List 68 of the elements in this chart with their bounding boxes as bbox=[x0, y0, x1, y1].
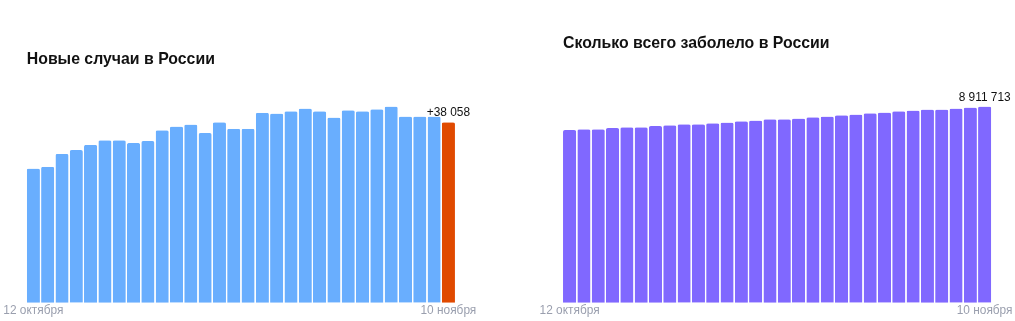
bar bbox=[777, 119, 791, 303]
bar bbox=[978, 106, 992, 303]
chart-title: Сколько всего заболело в России bbox=[563, 34, 830, 51]
bar bbox=[920, 109, 934, 303]
bar bbox=[906, 110, 920, 303]
bar bbox=[98, 140, 112, 303]
bar bbox=[198, 133, 212, 303]
bar bbox=[184, 124, 198, 303]
bar bbox=[312, 111, 327, 303]
bar bbox=[155, 130, 169, 303]
bar bbox=[806, 117, 820, 303]
bar bbox=[327, 117, 341, 303]
bar bbox=[877, 112, 892, 303]
bar bbox=[849, 114, 863, 303]
bar bbox=[84, 144, 98, 303]
bar bbox=[605, 128, 620, 303]
bar bbox=[413, 116, 427, 303]
x-tick-label: 10 ноября bbox=[420, 303, 477, 318]
bar bbox=[126, 142, 141, 303]
bar bbox=[577, 129, 591, 303]
bar bbox=[749, 120, 763, 303]
bar bbox=[734, 121, 748, 303]
bar bbox=[341, 110, 355, 303]
bar bbox=[634, 127, 648, 303]
data-label: +38 058 bbox=[426, 105, 471, 120]
bar bbox=[648, 126, 663, 303]
bar bbox=[398, 116, 413, 303]
bar bbox=[834, 115, 849, 303]
bar bbox=[227, 128, 241, 303]
bar bbox=[591, 129, 605, 303]
bar bbox=[241, 128, 255, 303]
data-label: 8 911 713 bbox=[958, 89, 1011, 104]
bar bbox=[270, 113, 284, 303]
bar bbox=[935, 109, 949, 303]
bar bbox=[820, 116, 834, 303]
bar bbox=[720, 122, 734, 303]
x-tick-label: 12 октября bbox=[3, 303, 64, 318]
bar bbox=[112, 140, 126, 303]
bar bbox=[284, 111, 298, 303]
bar bbox=[26, 168, 40, 303]
bar bbox=[963, 107, 977, 303]
bar bbox=[427, 116, 441, 303]
bar bbox=[763, 119, 777, 303]
bar bbox=[55, 153, 69, 303]
bar bbox=[384, 106, 398, 303]
bar bbox=[691, 124, 705, 303]
bar bbox=[141, 141, 155, 303]
bar bbox=[620, 127, 634, 303]
bar bbox=[69, 150, 83, 303]
bar bbox=[677, 124, 691, 303]
bar bbox=[663, 125, 677, 303]
bar bbox=[212, 122, 226, 303]
x-tick-label: 10 ноября bbox=[956, 303, 1013, 318]
bar bbox=[706, 123, 720, 303]
bar bbox=[169, 126, 184, 303]
bar bbox=[370, 109, 384, 303]
bar bbox=[41, 166, 55, 303]
bar bbox=[563, 130, 577, 303]
bar bbox=[298, 108, 312, 303]
bar bbox=[441, 122, 455, 303]
bar bbox=[892, 111, 906, 303]
x-tick-label: 12 октября bbox=[539, 303, 600, 318]
bar bbox=[791, 118, 806, 303]
bar bbox=[355, 111, 370, 303]
bar bbox=[949, 108, 963, 303]
bar bbox=[863, 113, 877, 303]
chart-title: Новые случаи в России bbox=[26, 49, 215, 67]
bar bbox=[255, 112, 269, 303]
